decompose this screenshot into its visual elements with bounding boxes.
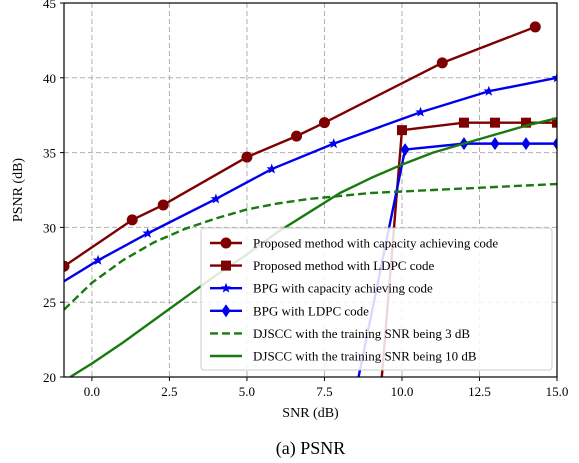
legend-entry: DJSCC with the training SNR being 10 dB bbox=[210, 349, 477, 364]
series-line bbox=[380, 121, 557, 377]
legend-marker bbox=[220, 282, 232, 293]
data-point bbox=[520, 117, 531, 128]
legend-entry: BPG with LDPC code bbox=[210, 303, 369, 318]
y-tick-label: 20 bbox=[43, 370, 56, 385]
legend-label: BPG with capacity achieving code bbox=[253, 281, 433, 296]
data-point bbox=[157, 199, 169, 211]
data-point bbox=[458, 117, 469, 128]
y-tick-label: 25 bbox=[43, 295, 56, 310]
series-3 bbox=[64, 72, 557, 283]
legend-marker bbox=[220, 237, 232, 249]
x-tick-label: 10.0 bbox=[391, 384, 414, 399]
legend-entry: Proposed method with LDPC code bbox=[210, 258, 434, 273]
legend-entry: Proposed method with capacity achieving … bbox=[210, 236, 498, 251]
data-point bbox=[396, 125, 407, 136]
axis-ticks: 0.0 2.5 5.0 7.5 10.0 12.5 15.0 20 25 30 35 40 45 bbox=[43, 0, 568, 399]
legend-label: Proposed method with LDPC code bbox=[253, 258, 434, 273]
data-point bbox=[291, 130, 303, 142]
x-tick-label: 2.5 bbox=[161, 384, 177, 399]
y-tick-label: 30 bbox=[43, 220, 56, 235]
data-point bbox=[521, 137, 531, 151]
data-point bbox=[529, 21, 541, 33]
series-1 bbox=[64, 21, 541, 272]
y-axis-label: PSNR (dB) bbox=[11, 158, 26, 223]
x-tick-label: 0.0 bbox=[84, 384, 100, 399]
legend-label: Proposed method with capacity achieving … bbox=[253, 236, 498, 251]
series-area bbox=[64, 21, 557, 377]
data-point bbox=[415, 106, 426, 117]
legend-label: DJSCC with the training SNR being 3 dB bbox=[253, 326, 470, 341]
series-line bbox=[357, 142, 557, 377]
series-line bbox=[64, 182, 557, 311]
data-point bbox=[400, 143, 410, 157]
plot-frame bbox=[63, 2, 558, 378]
legend-box bbox=[200, 227, 553, 371]
legend-marker bbox=[221, 260, 231, 271]
series-line bbox=[64, 25, 536, 268]
data-point bbox=[551, 72, 557, 83]
legend-entry: DJSCC with the training SNR being 3 dB bbox=[210, 326, 470, 341]
data-point bbox=[266, 163, 277, 174]
data-point bbox=[490, 137, 500, 151]
legend-label: BPG with LDPC code bbox=[253, 303, 369, 318]
series-2 bbox=[380, 117, 557, 377]
legend-entry: BPG with capacity achieving code bbox=[210, 281, 433, 296]
legend-marker bbox=[221, 304, 231, 318]
x-tick-label: 7.5 bbox=[316, 384, 332, 399]
data-point bbox=[64, 260, 70, 272]
data-point bbox=[483, 85, 495, 96]
data-point bbox=[241, 151, 253, 163]
figure-caption: (a) PSNR bbox=[276, 438, 346, 459]
series-line bbox=[69, 117, 557, 377]
data-point bbox=[552, 117, 557, 128]
y-tick-label: 45 bbox=[43, 0, 56, 11]
data-point bbox=[328, 138, 339, 149]
x-tick-label: 12.5 bbox=[468, 384, 491, 399]
x-tick-label: 15.0 bbox=[546, 384, 569, 399]
y-tick-label: 35 bbox=[43, 146, 56, 161]
series-5 bbox=[64, 182, 557, 311]
data-point bbox=[436, 57, 448, 69]
legend-label: DJSCC with the training SNR being 10 dB bbox=[253, 349, 477, 364]
data-point bbox=[92, 254, 104, 265]
data-point bbox=[142, 227, 153, 238]
data-point bbox=[318, 117, 330, 129]
data-point bbox=[552, 137, 557, 151]
data-point bbox=[489, 117, 500, 128]
x-axis-label: SNR (dB) bbox=[282, 406, 339, 421]
series-6 bbox=[69, 117, 557, 377]
data-point bbox=[126, 214, 138, 226]
legend: Proposed method with capacity achieving … bbox=[200, 227, 553, 371]
series-4 bbox=[357, 137, 557, 377]
y-tick-label: 40 bbox=[43, 71, 56, 86]
x-tick-label: 5.0 bbox=[239, 384, 255, 399]
data-point bbox=[210, 193, 222, 204]
